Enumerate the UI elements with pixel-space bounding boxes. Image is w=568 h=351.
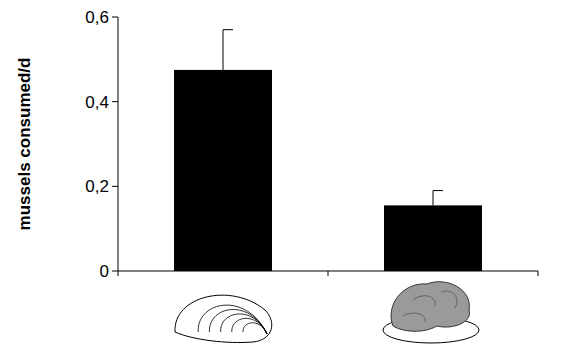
y-tick xyxy=(112,101,118,102)
y-tick-label: 0 xyxy=(100,262,109,281)
error-whisker xyxy=(223,30,224,70)
chart: 0 0,2 0,4 0,6 mussels consumed/d xyxy=(0,0,568,351)
y-tick xyxy=(112,186,118,187)
x-tick xyxy=(328,271,329,276)
sponge-overgrowth xyxy=(391,282,469,332)
shell-ring xyxy=(209,310,267,334)
y-axis xyxy=(118,17,119,271)
bar xyxy=(174,70,272,271)
error-bar xyxy=(433,191,443,206)
x-tick xyxy=(118,271,119,276)
overgrown-mussel-icon xyxy=(383,282,479,343)
error-cap xyxy=(223,29,233,30)
y-tick xyxy=(112,17,118,18)
shell-ring xyxy=(243,323,267,334)
shell-outline xyxy=(175,295,272,342)
sponge-lobes xyxy=(403,291,457,322)
y-axis-label: mussels consumed/d xyxy=(15,58,34,231)
marks xyxy=(174,30,482,271)
shell-ring xyxy=(221,314,267,334)
error-whisker xyxy=(433,191,434,206)
mussel-icon xyxy=(175,295,272,342)
y-tick xyxy=(112,271,118,272)
shell-ring xyxy=(232,318,267,334)
x-tick xyxy=(538,271,539,276)
y-tick-label: 0,6 xyxy=(85,8,109,27)
y-tick-label: 0,2 xyxy=(85,177,109,196)
bar xyxy=(384,205,482,271)
shell-ring xyxy=(198,305,267,334)
y-tick-label: 0,4 xyxy=(85,93,109,112)
error-cap xyxy=(433,190,443,191)
error-bar xyxy=(223,30,233,70)
